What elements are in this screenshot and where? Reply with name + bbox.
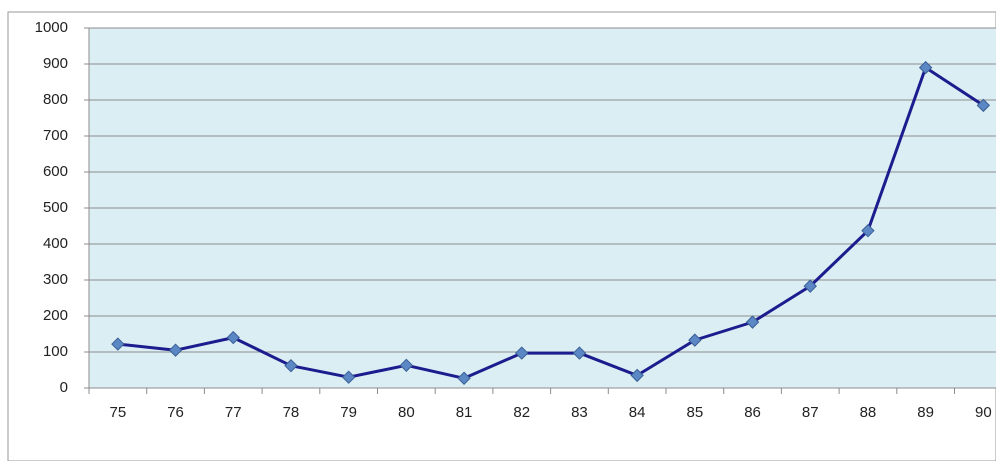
marker [226,330,240,345]
y-tick-label: 800 [43,91,68,108]
y-tick-label: 700 [43,127,68,144]
x-tick-label: 77 [225,404,242,421]
y-tick-label: 1000 [35,19,68,36]
marker [284,358,298,373]
marker [572,346,587,360]
y-tick-label: 100 [43,343,68,360]
x-tick-label: 80 [398,404,415,421]
x-tick-label: 86 [744,404,761,421]
marker [457,371,471,385]
marker [976,98,991,113]
x-tick-label: 87 [802,404,819,421]
x-tick-label: 82 [513,404,530,421]
marker [630,368,644,383]
marker [168,343,183,357]
x-tick-label: 90 [975,404,992,421]
y-tick-label: 900 [43,55,68,72]
y-tick-label: 0 [60,379,68,396]
x-tick-label: 85 [687,404,704,421]
x-tick-label: 79 [340,404,357,421]
y-tick-label: 600 [43,163,68,180]
y-tick-label: 400 [43,235,68,252]
marker [803,279,817,293]
x-tick-label: 89 [917,404,934,421]
y-tick-label: 300 [43,271,68,288]
marker [745,315,760,329]
x-tick-label: 88 [860,404,877,421]
marker [861,223,875,238]
y-tick-label: 500 [43,199,68,216]
x-tick-label: 76 [167,404,184,421]
y-tick-label: 200 [43,307,68,324]
marker [515,346,529,360]
x-tick-label: 84 [629,404,646,421]
marker [111,337,125,351]
x-tick-label: 75 [110,404,127,421]
x-tick-label: 83 [571,404,588,421]
marker [688,333,702,347]
x-tick-label: 78 [283,404,300,421]
marker [341,370,356,384]
marker [918,60,933,75]
marker [399,358,414,373]
x-tick-label: 81 [456,404,473,421]
line [117,66,985,380]
